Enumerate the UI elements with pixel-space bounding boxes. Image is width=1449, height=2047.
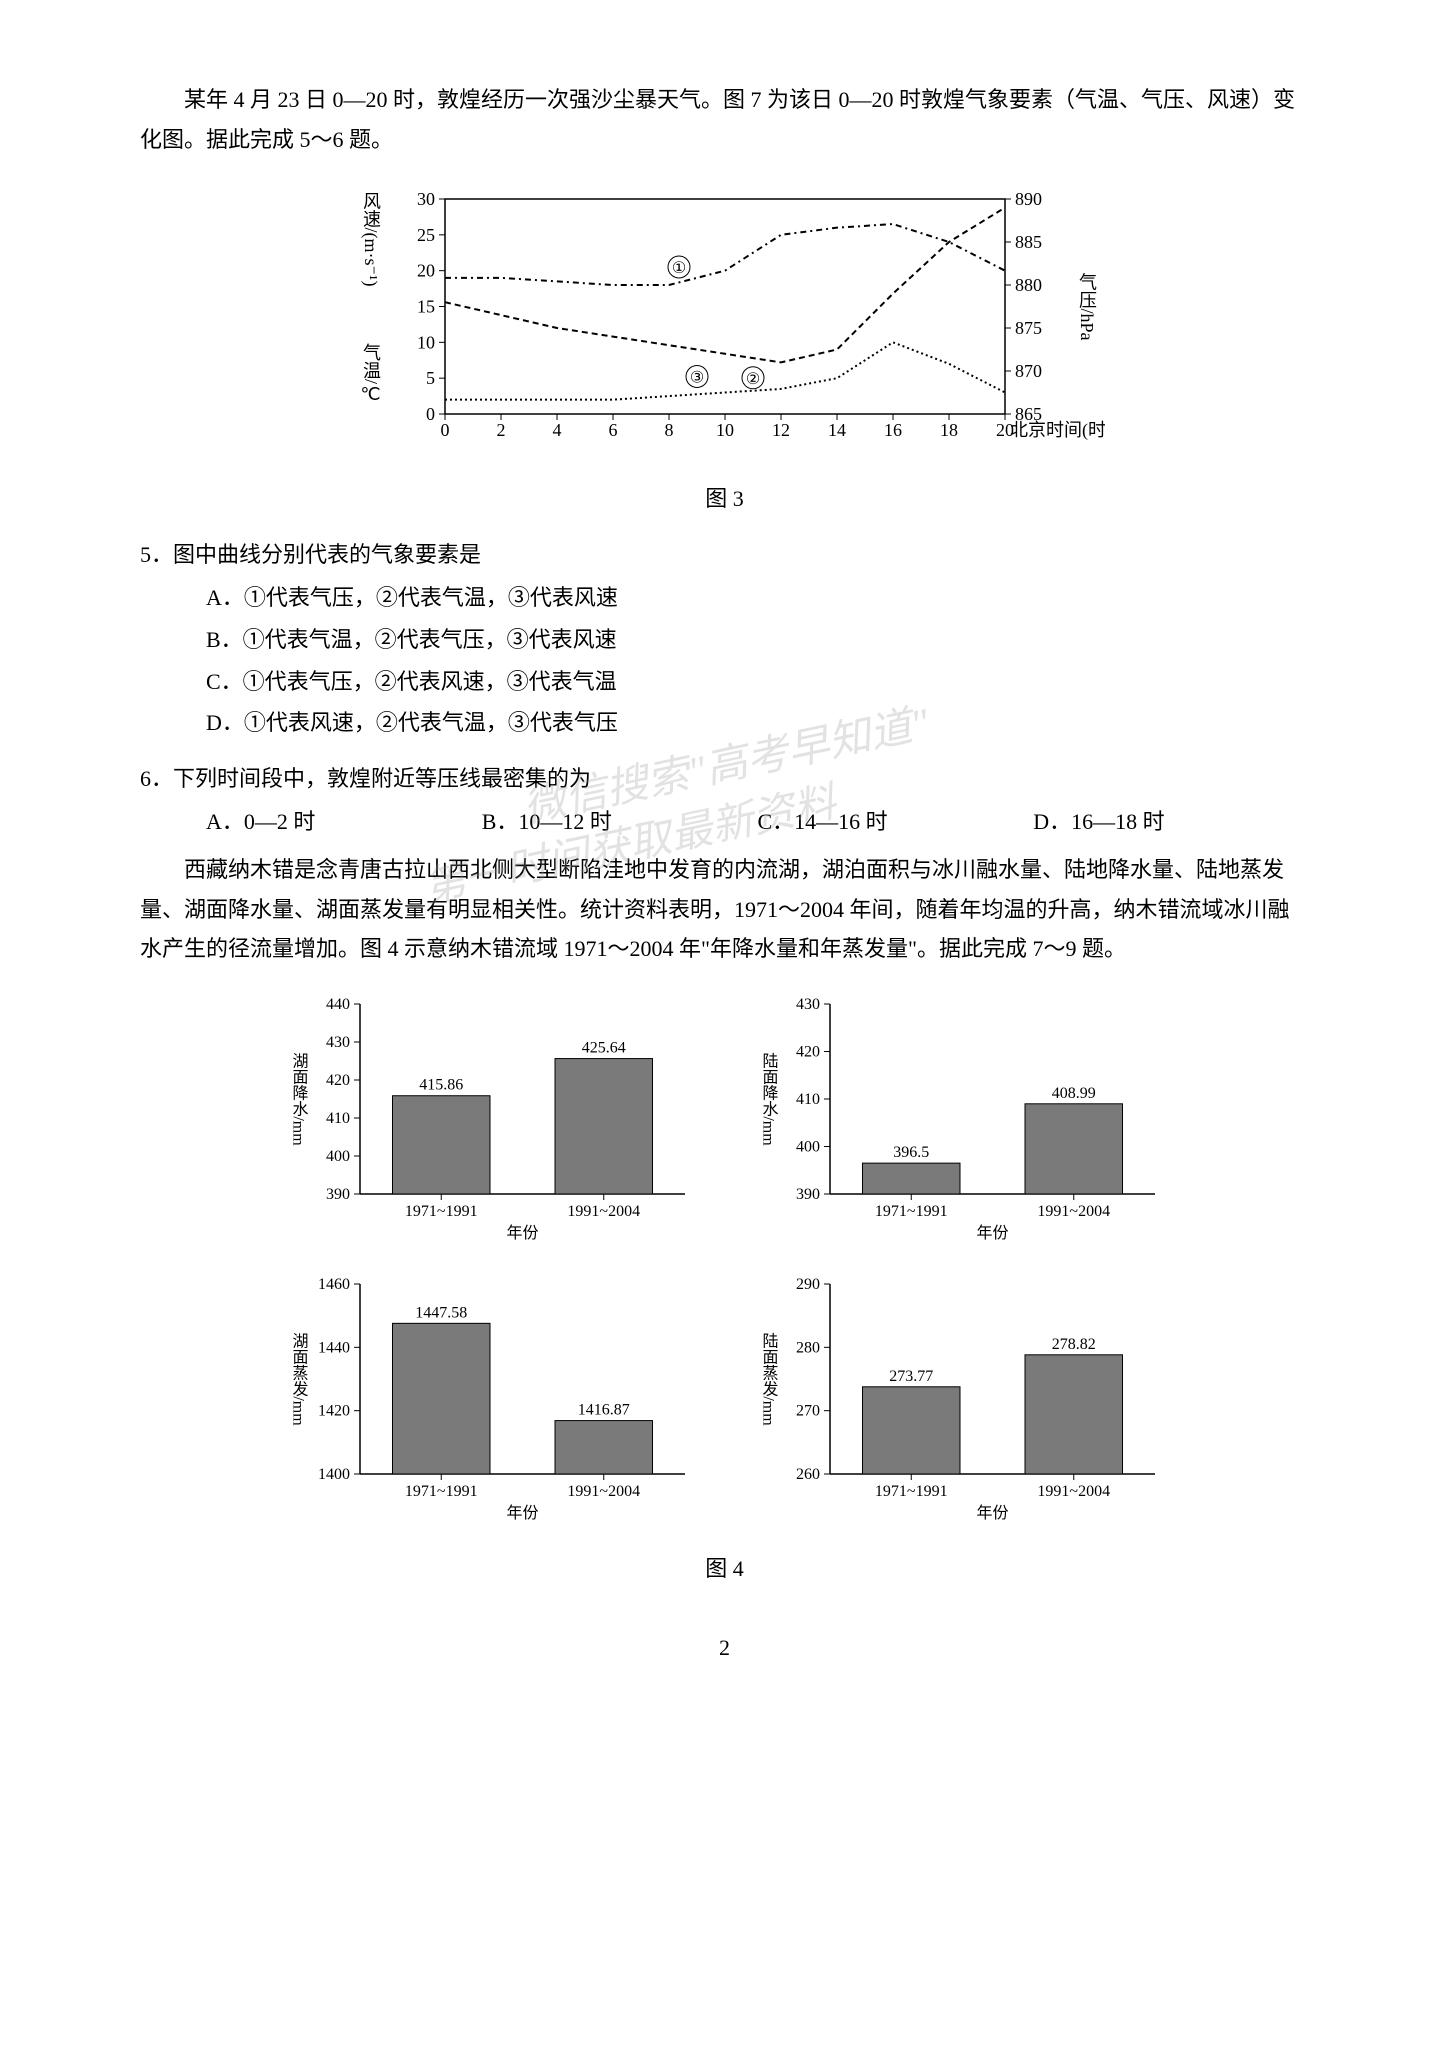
figure-4-grid: 390 400 410 420 430 440 湖面降水/mm 415.86 1971~1991… bbox=[275, 989, 1175, 1529]
svg-text:1991~2004: 1991~2004 bbox=[567, 1203, 640, 1220]
svg-text:270: 270 bbox=[796, 1402, 820, 1419]
q6-option-d: D．16—18 时 bbox=[1033, 802, 1309, 842]
svg-text:①: ① bbox=[671, 260, 685, 277]
svg-text:16: 16 bbox=[884, 420, 902, 440]
svg-text:30: 30 bbox=[417, 189, 435, 209]
svg-text:425.64: 425.64 bbox=[581, 1039, 625, 1056]
svg-text:②: ② bbox=[745, 371, 759, 388]
svg-text:273.77: 273.77 bbox=[889, 1368, 933, 1385]
figure-4-chart-3: 260 270 280 290 陆面蒸发/mm 273.77 1971~1991 278.82… bbox=[750, 1269, 1170, 1529]
svg-text:430: 430 bbox=[796, 996, 820, 1013]
svg-text:风速/(m·s⁻¹): 风速/(m·s⁻¹) bbox=[360, 192, 381, 287]
q5-option-a: A．①代表气压，②代表气温，③代表风速 bbox=[140, 578, 1309, 618]
svg-text:5: 5 bbox=[426, 368, 435, 388]
svg-text:1447.58: 1447.58 bbox=[415, 1304, 467, 1321]
svg-text:6: 6 bbox=[608, 420, 617, 440]
svg-text:1971~1991: 1971~1991 bbox=[404, 1203, 477, 1220]
svg-text:12: 12 bbox=[772, 420, 790, 440]
figure-4-chart-1: 390 400 410 420 430 陆面降水/mm 396.5 1971~1991 408.… bbox=[750, 989, 1170, 1249]
svg-text:880: 880 bbox=[1015, 275, 1042, 295]
svg-text:4: 4 bbox=[552, 420, 561, 440]
q6-title: 6．下列时间段中，敦煌附近等压线最密集的为 bbox=[140, 759, 1309, 799]
intro-paragraph-1: 某年 4 月 23 日 0—20 时，敦煌经历一次强沙尘暴天气。图 7 为该日 … bbox=[140, 80, 1309, 159]
q5-option-b: B．①代表气温，②代表气压，③代表风速 bbox=[140, 620, 1309, 660]
intro-paragraph-2: 西藏纳木错是念青唐古拉山西北侧大型断陷洼地中发育的内流湖，湖泊面积与冰川融水量、… bbox=[140, 850, 1309, 969]
svg-text:390: 390 bbox=[326, 1186, 350, 1203]
svg-text:1971~1991: 1971~1991 bbox=[874, 1483, 947, 1500]
svg-text:400: 400 bbox=[326, 1148, 350, 1165]
svg-text:260: 260 bbox=[796, 1466, 820, 1483]
svg-text:18: 18 bbox=[940, 420, 958, 440]
svg-text:875: 875 bbox=[1015, 318, 1042, 338]
figure-3-chart: 0246810121416182005101520253086587087588… bbox=[345, 179, 1105, 459]
svg-text:2: 2 bbox=[496, 420, 505, 440]
q6-option-b: B．10—12 时 bbox=[482, 802, 758, 842]
svg-text:410: 410 bbox=[326, 1110, 350, 1127]
question-6: 6．下列时间段中，敦煌附近等压线最密集的为 A．0—2 时 B．10—12 时 … bbox=[140, 759, 1309, 842]
page-number: 2 bbox=[140, 1628, 1309, 1668]
svg-text:0: 0 bbox=[440, 420, 449, 440]
svg-text:430: 430 bbox=[326, 1034, 350, 1051]
svg-text:1416.87: 1416.87 bbox=[577, 1401, 629, 1418]
svg-text:280: 280 bbox=[796, 1339, 820, 1356]
svg-text:1971~1991: 1971~1991 bbox=[874, 1203, 947, 1220]
svg-text:0: 0 bbox=[426, 404, 435, 424]
svg-text:890: 890 bbox=[1015, 189, 1042, 209]
svg-text:1991~2004: 1991~2004 bbox=[1037, 1483, 1110, 1500]
svg-text:1460: 1460 bbox=[318, 1276, 350, 1293]
svg-text:15: 15 bbox=[417, 297, 435, 317]
svg-text:400: 400 bbox=[796, 1138, 820, 1155]
svg-text:1400: 1400 bbox=[318, 1466, 350, 1483]
svg-text:8: 8 bbox=[664, 420, 673, 440]
q5-title: 5．图中曲线分别代表的气象要素是 bbox=[140, 535, 1309, 575]
svg-text:278.82: 278.82 bbox=[1051, 1336, 1095, 1353]
svg-text:390: 390 bbox=[796, 1186, 820, 1203]
svg-text:湖面降水/mm: 湖面降水/mm bbox=[289, 1052, 308, 1146]
svg-text:气压/hPa: 气压/hPa bbox=[1077, 273, 1097, 341]
svg-text:年份: 年份 bbox=[506, 1504, 538, 1522]
svg-text:气温/℃: 气温/℃ bbox=[361, 343, 381, 405]
svg-text:年份: 年份 bbox=[976, 1504, 1008, 1522]
svg-text:③: ③ bbox=[689, 370, 703, 387]
svg-text:1991~2004: 1991~2004 bbox=[567, 1483, 640, 1500]
svg-text:1991~2004: 1991~2004 bbox=[1037, 1203, 1110, 1220]
figure-4-chart-2: 1400 1420 1440 1460 湖面蒸发/mm 1447.58 1971~1991 1… bbox=[280, 1269, 700, 1529]
figure-4-chart-0: 390 400 410 420 430 440 湖面降水/mm 415.86 1971~1991… bbox=[280, 989, 700, 1249]
svg-text:415.86: 415.86 bbox=[419, 1076, 463, 1093]
svg-text:20: 20 bbox=[417, 261, 435, 281]
svg-text:870: 870 bbox=[1015, 361, 1042, 381]
svg-text:25: 25 bbox=[417, 225, 435, 245]
svg-text:885: 885 bbox=[1015, 232, 1042, 252]
q6-options-row: A．0—2 时 B．10—12 时 C．14—16 时 D．16—18 时 bbox=[140, 802, 1309, 842]
svg-text:1440: 1440 bbox=[318, 1339, 350, 1356]
svg-text:290: 290 bbox=[796, 1276, 820, 1293]
q6-option-a: A．0—2 时 bbox=[206, 802, 482, 842]
svg-text:年份: 年份 bbox=[506, 1224, 538, 1242]
svg-text:410: 410 bbox=[796, 1091, 820, 1108]
svg-text:1971~1991: 1971~1991 bbox=[404, 1483, 477, 1500]
svg-text:陆面降水/mm: 陆面降水/mm bbox=[759, 1052, 778, 1146]
svg-text:陆面蒸发/mm: 陆面蒸发/mm bbox=[759, 1332, 778, 1426]
svg-text:10: 10 bbox=[417, 333, 435, 353]
svg-text:408.99: 408.99 bbox=[1051, 1085, 1095, 1102]
question-5: 5．图中曲线分别代表的气象要素是 A．①代表气压，②代表气温，③代表风速 B．①… bbox=[140, 535, 1309, 743]
svg-text:10: 10 bbox=[716, 420, 734, 440]
svg-text:14: 14 bbox=[828, 420, 846, 440]
figure-3-container: 0246810121416182005101520253086587087588… bbox=[140, 179, 1309, 459]
svg-text:420: 420 bbox=[326, 1072, 350, 1089]
figure-4-label: 图 4 bbox=[140, 1549, 1309, 1589]
q5-option-d: D．①代表风速，②代表气温，③代表气压 bbox=[140, 703, 1309, 743]
svg-text:440: 440 bbox=[326, 996, 350, 1013]
q5-option-c: C．①代表气压，②代表风速，③代表气温 bbox=[140, 662, 1309, 702]
svg-text:420: 420 bbox=[796, 1043, 820, 1060]
svg-text:1420: 1420 bbox=[318, 1402, 350, 1419]
q6-option-c: C．14—16 时 bbox=[758, 802, 1034, 842]
svg-text:年份: 年份 bbox=[976, 1224, 1008, 1242]
svg-text:北京时间(时): 北京时间(时) bbox=[1010, 420, 1105, 441]
svg-text:396.5: 396.5 bbox=[893, 1144, 929, 1161]
figure-3-label: 图 3 bbox=[140, 479, 1309, 519]
svg-text:湖面蒸发/mm: 湖面蒸发/mm bbox=[289, 1332, 308, 1426]
